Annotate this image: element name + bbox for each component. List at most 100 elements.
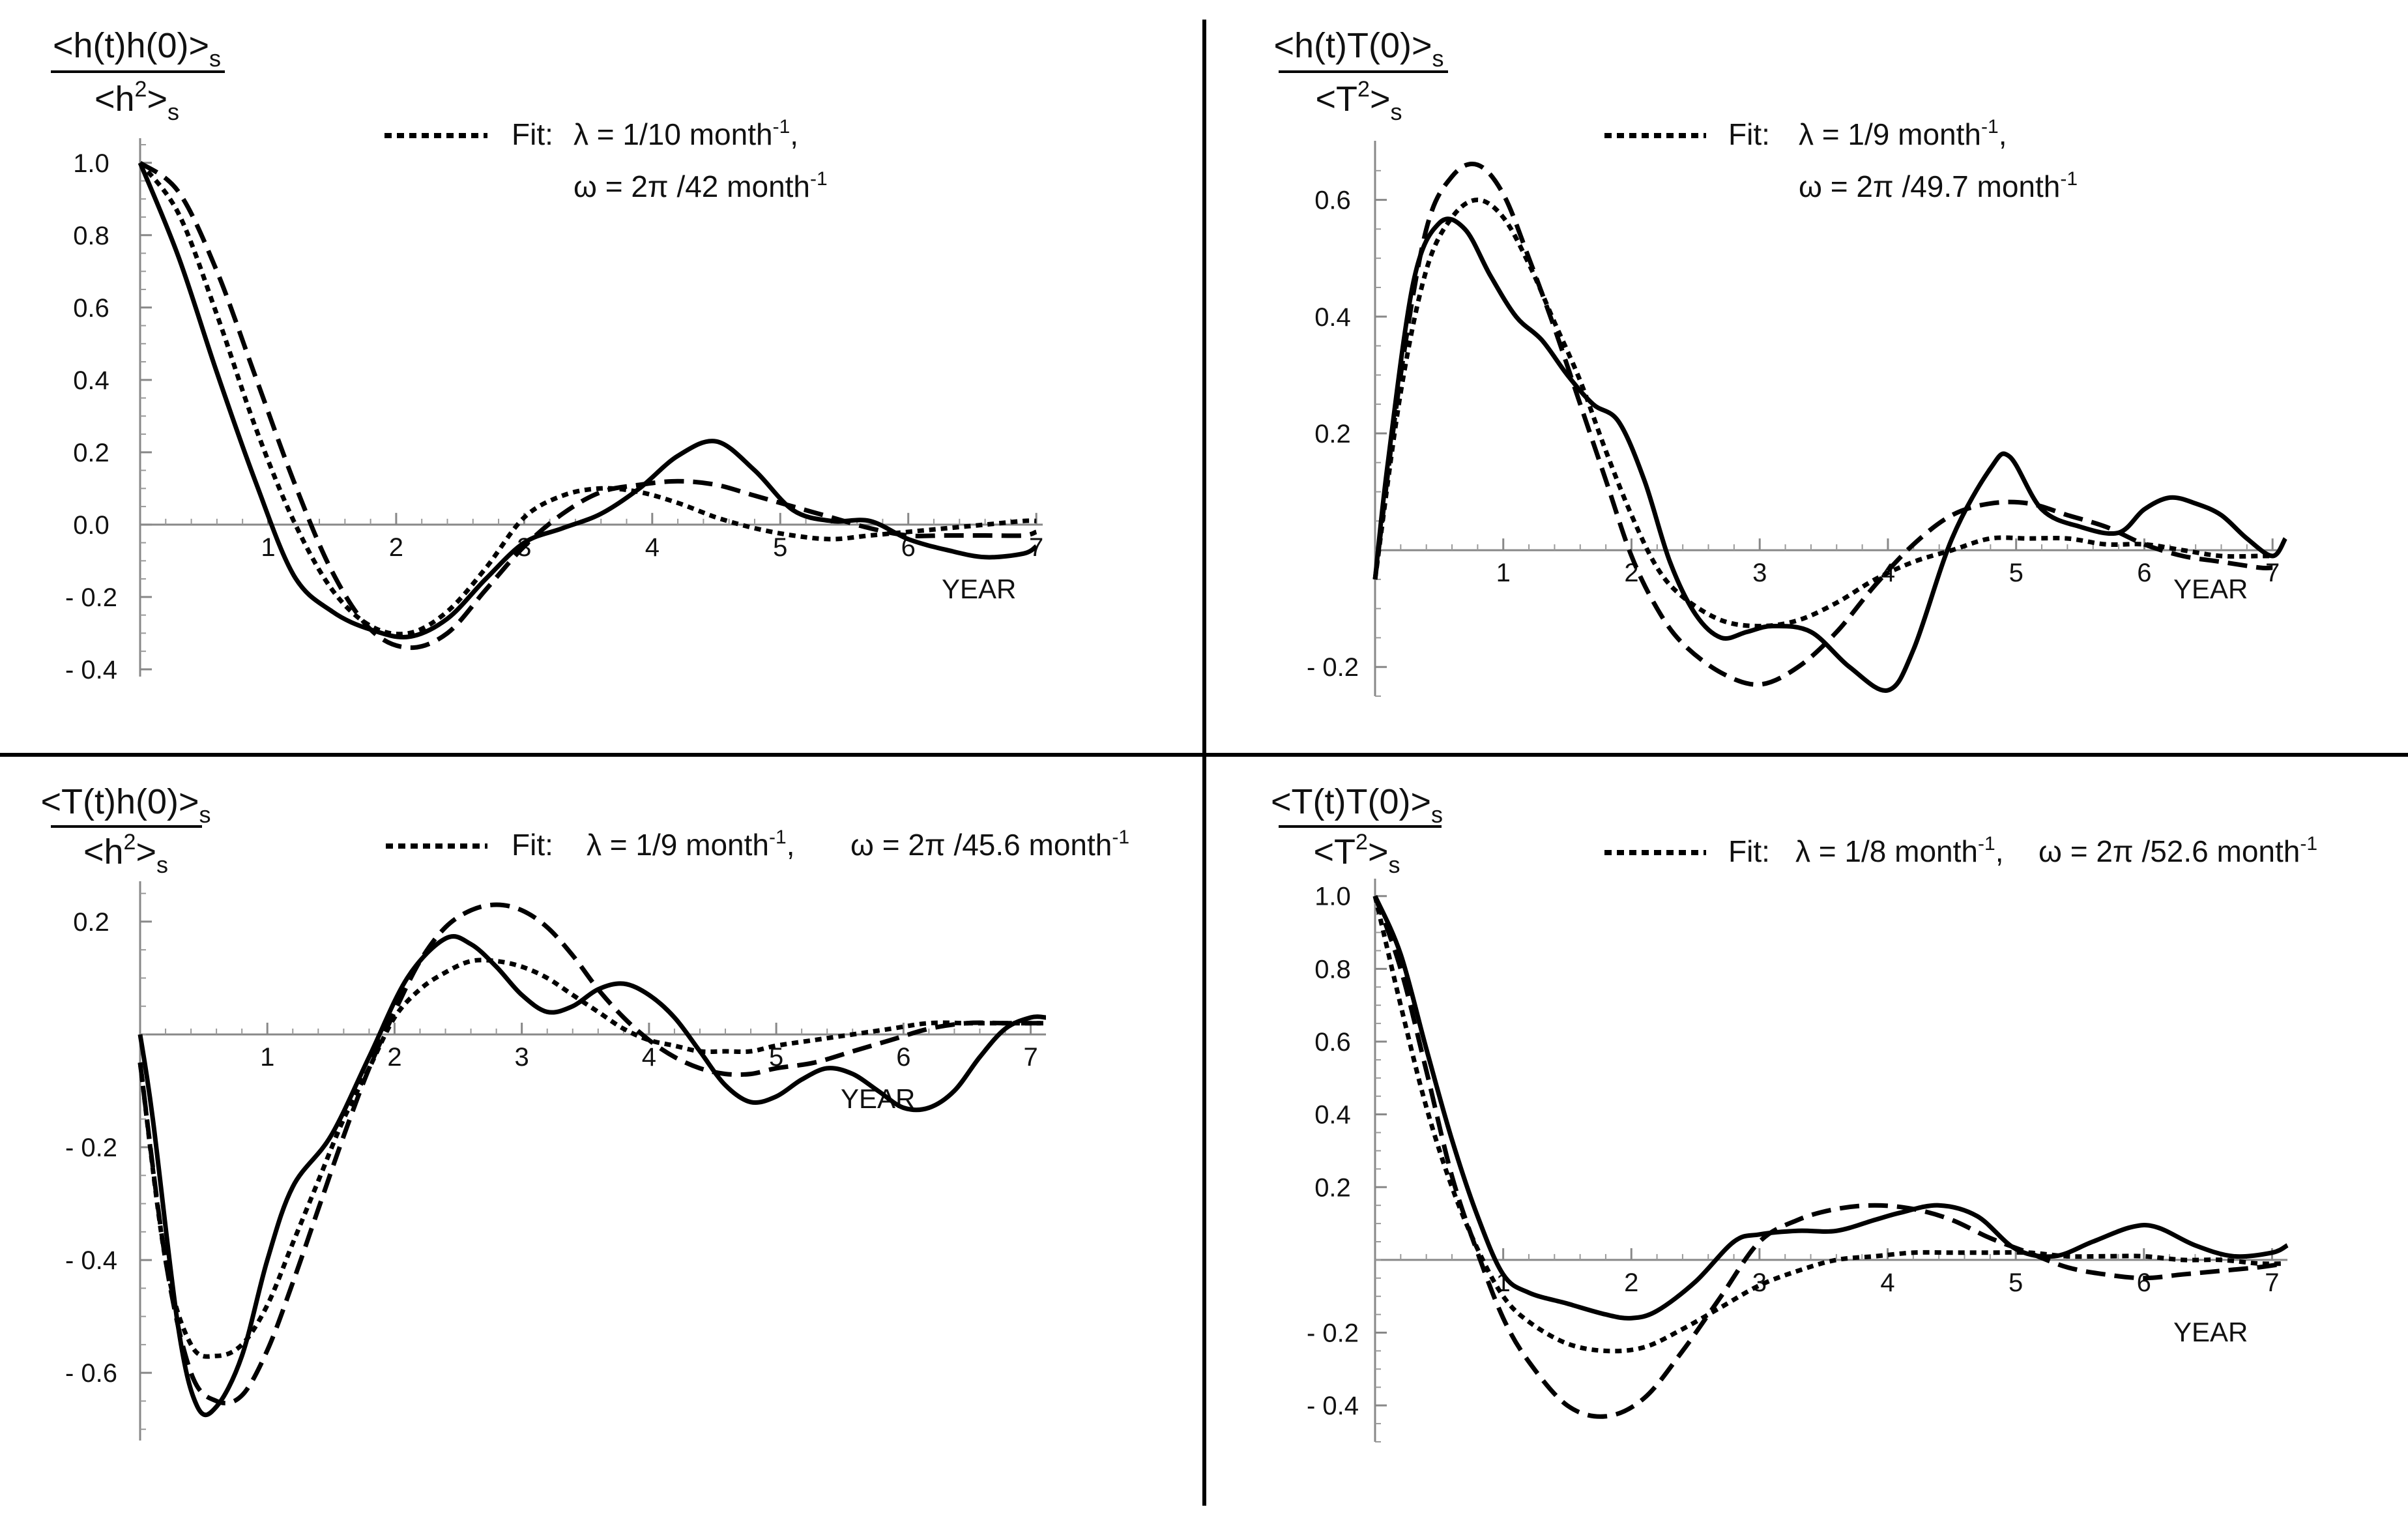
fit-omega-sup: -1	[2300, 833, 2317, 855]
panel-Th: <T(t)h(0)>s <h2>s Fit: λ = 1/9 month-1, …	[40, 782, 1129, 1441]
y-tick-label: 0.4	[1314, 1101, 1351, 1130]
y-tick-label: - 0.4	[1307, 1392, 1359, 1420]
fit-lambda-sup: -1	[1978, 833, 1995, 855]
fit-legend-label: Fit:	[1728, 117, 1770, 151]
series-data-line	[138, 934, 1047, 1418]
ylabel-denominator-text: <T	[1314, 832, 1356, 871]
y-tick-label: - 0.2	[1307, 653, 1359, 682]
series-data-line	[1372, 895, 2289, 1321]
ylabel-denominator: <T2>s	[1314, 830, 1400, 878]
fit-omega-sup: -1	[810, 168, 828, 190]
ylabel-denominator: <h2>s	[94, 77, 179, 125]
y-tick-label: 1.0	[73, 149, 109, 178]
fit-lambda-sup: -1	[769, 827, 787, 848]
ylabel-denominator-tail: >	[1368, 832, 1389, 871]
x-tick-label: 5	[769, 1043, 783, 1072]
ylabel-numerator-sub: s	[1432, 45, 1444, 72]
ylabel-denominator-sub: s	[1391, 98, 1402, 125]
series-fit-line	[1372, 198, 2273, 628]
x-tick-label: 4	[642, 1043, 656, 1072]
ylabel-numerator-text: <h(t)h(0)>	[53, 26, 209, 65]
y-tick-label: 0.6	[1314, 186, 1351, 215]
fit-lambda-tail: ,	[787, 828, 795, 862]
series-fit-line	[1372, 895, 2285, 1354]
ylabel-numerator-sub: s	[1431, 801, 1443, 828]
x-tick-label: 3	[1752, 1268, 1767, 1297]
ylabel-denominator-text: <T	[1316, 80, 1358, 119]
y-tick-label: 0.2	[73, 439, 109, 467]
x-tick-label: 2	[387, 1043, 401, 1072]
ylabel-denominator-text: <h	[83, 832, 124, 871]
x-tick-label: 2	[389, 533, 403, 562]
series-data-line	[1372, 216, 2287, 693]
fit-lambda-text: λ = 1/9 month	[587, 828, 769, 862]
ylabel-denominator-sup: 2	[1357, 77, 1370, 102]
y-tick-label: 0.4	[73, 366, 109, 395]
fit-lambda-tail: ,	[790, 117, 798, 151]
ylabel-denominator-sup: 2	[135, 77, 147, 102]
x-tick-label: 1	[1496, 559, 1511, 587]
y-tick-label: 0.2	[1314, 1173, 1351, 1202]
x-tick-label: 3	[515, 1043, 529, 1072]
fit-lambda: λ = 1/10 month-1,	[573, 116, 798, 151]
ylabel-numerator: <T(t)T(0)>s	[1271, 782, 1443, 828]
ylabel-numerator-text: <h(t)T(0)>	[1273, 26, 1432, 65]
fit-lambda-sup: -1	[1981, 116, 1999, 138]
fit-omega: ω = 2π /42 month-1	[573, 168, 828, 203]
series-model-line	[138, 902, 1044, 1406]
y-tick-label: 0.0	[73, 511, 109, 540]
x-tick-label: 7	[2265, 559, 2280, 587]
ylabel-numerator-text: <T(t)T(0)>	[1271, 782, 1431, 821]
y-tick-label: - 0.4	[65, 1246, 117, 1275]
fit-omega: ω = 2π /49.7 month-1	[1799, 168, 2078, 203]
x-tick-label: 5	[2009, 559, 2024, 587]
fit-lambda-tail: ,	[1995, 834, 2004, 868]
x-tick-label: 1	[261, 533, 275, 562]
series-fit-line	[138, 958, 1044, 1359]
fit-omega: ω = 2π /45.6 month-1	[850, 827, 1129, 862]
fit-omega-sup: -1	[1112, 827, 1129, 848]
ylabel-denominator-sup: 2	[124, 830, 136, 855]
y-tick-label: 0.4	[1314, 303, 1351, 332]
panel-hh: <h(t)h(0)>s <h2>s Fit: λ = 1/10 month-1,…	[51, 26, 1043, 684]
y-tick-label: 0.8	[1314, 955, 1351, 984]
ylabel-numerator-sub: s	[209, 45, 221, 72]
ylabel-denominator-text: <h	[94, 80, 135, 119]
fit-omega-text: ω = 2π /45.6 month	[850, 828, 1112, 862]
x-tick-label: 2	[1624, 1268, 1638, 1297]
fit-lambda-text: λ = 1/9 month	[1799, 117, 1981, 151]
y-tick-label: - 0.2	[1307, 1319, 1359, 1348]
series-model-line	[1372, 161, 2273, 687]
fit-omega: ω = 2π /52.6 month-1	[2038, 833, 2317, 868]
fit-legend-label: Fit:	[1728, 834, 1770, 868]
ylabel-numerator: <h(t)h(0)>s	[53, 26, 221, 72]
ylabel-denominator: <T2>s	[1316, 77, 1402, 125]
x-axis-label: YEAR	[2173, 1317, 2248, 1347]
series-fit-line	[138, 161, 1037, 637]
series-model-line	[1372, 895, 2285, 1419]
x-tick-label: 5	[2009, 1268, 2023, 1297]
x-tick-label: 6	[2137, 1268, 2151, 1297]
fit-omega-text: ω = 2π /49.7 month	[1799, 169, 2060, 203]
ylabel-denominator-sup: 2	[1356, 830, 1368, 855]
ylabel-denominator-tail: >	[147, 80, 167, 119]
x-tick-label: 3	[1752, 559, 1767, 587]
y-tick-label: 0.2	[1314, 420, 1351, 448]
y-tick-label: - 0.2	[65, 1134, 117, 1162]
ylabel-denominator-tail: >	[136, 832, 156, 871]
fit-legend-label: Fit:	[512, 828, 553, 862]
fit-omega-text: ω = 2π /52.6 month	[2038, 834, 2300, 868]
fit-lambda: λ = 1/9 month-1,	[587, 827, 794, 862]
fit-omega-sup: -1	[2060, 168, 2078, 190]
panel-hT: <h(t)T(0)>s <T2>s Fit: λ = 1/9 month-1, …	[1273, 26, 2287, 697]
panel-TT: <T(t)T(0)>s <T2>s Fit: λ = 1/8 month-1, …	[1271, 782, 2317, 1442]
x-axis-label: YEAR	[942, 574, 1016, 604]
y-tick-label: 0.6	[73, 294, 109, 323]
ylabel-denominator: <h2>s	[83, 830, 168, 878]
fit-legend-label: Fit:	[512, 117, 553, 151]
fit-lambda-tail: ,	[1999, 117, 2007, 151]
x-tick-label: 6	[896, 1043, 910, 1072]
